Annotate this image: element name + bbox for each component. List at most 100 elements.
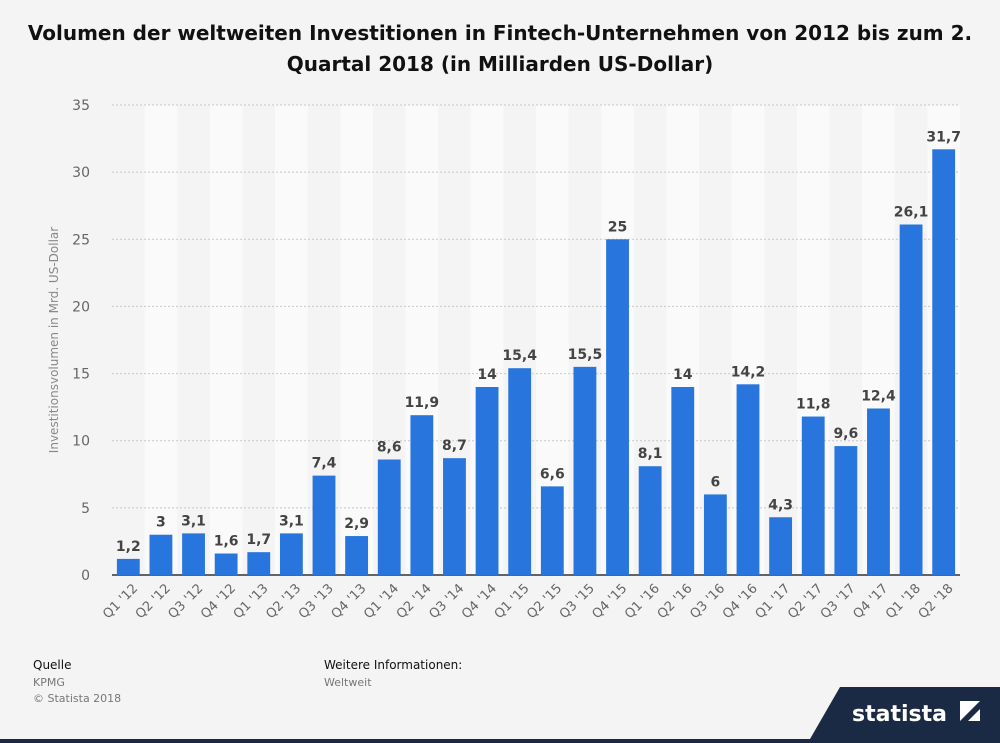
data-label: 26,1 — [894, 205, 929, 221]
x-tick-label: Q4 '14 — [459, 581, 500, 622]
x-tick-label: Q4 '12 — [198, 581, 239, 622]
bar[interactable] — [769, 517, 793, 575]
y-tick-label: 15 — [72, 367, 90, 383]
bar[interactable] — [345, 536, 369, 575]
column-band — [209, 105, 243, 575]
y-tick-label: 5 — [81, 501, 90, 517]
statista-icon — [960, 701, 980, 721]
data-label: 7,4 — [312, 456, 337, 472]
x-tick-label: Q1 '14 — [361, 581, 402, 622]
source-text[interactable]: KPMG — [33, 676, 65, 689]
data-label: 6 — [711, 474, 721, 490]
data-label: 11,8 — [796, 397, 831, 413]
data-label: 14 — [673, 367, 693, 383]
column-band — [340, 105, 373, 575]
statista-logo[interactable]: statista — [810, 687, 1000, 739]
bar[interactable] — [247, 552, 271, 575]
bar[interactable] — [736, 384, 760, 575]
y-axis-title: Investitionsvolumen in Mrd. US-Dollar — [47, 227, 61, 453]
bar[interactable] — [475, 387, 499, 575]
x-tick-label: Q2 '14 — [394, 581, 435, 622]
data-label: 2,9 — [344, 516, 369, 532]
bar[interactable] — [182, 533, 205, 575]
bar[interactable] — [214, 553, 238, 575]
y-tick-label: 30 — [72, 165, 90, 181]
data-label: 14 — [477, 367, 497, 383]
x-tick-label: Q3 '12 — [166, 581, 207, 622]
bar[interactable] — [606, 239, 629, 576]
x-tick-label: Q4 '17 — [850, 581, 891, 622]
data-label: 6,6 — [540, 466, 565, 482]
bar[interactable] — [312, 475, 336, 575]
column-band — [144, 105, 178, 575]
data-label: 1,6 — [214, 534, 239, 550]
bar[interactable] — [443, 458, 466, 575]
x-tick-label: Q1 '15 — [492, 581, 533, 622]
y-tick-label: 35 — [72, 98, 90, 114]
data-label: 31,7 — [926, 129, 961, 145]
x-tick-label: Q2 '13 — [263, 581, 304, 622]
x-tick-label: Q2 '15 — [524, 581, 565, 622]
data-label: 3,1 — [279, 513, 304, 529]
bar[interactable] — [410, 415, 434, 575]
bar[interactable] — [899, 224, 923, 575]
source-heading: Quelle — [33, 658, 72, 672]
x-tick-label: Q2 '17 — [785, 581, 826, 622]
y-tick-label: 25 — [72, 232, 90, 248]
bar[interactable] — [932, 149, 956, 576]
data-label: 14,2 — [731, 364, 766, 380]
data-label: 1,2 — [116, 539, 141, 555]
data-label: 15,4 — [502, 348, 537, 364]
copyright-text: © Statista 2018 — [33, 692, 122, 705]
data-label: 8,6 — [377, 440, 402, 456]
bar[interactable] — [801, 416, 825, 575]
bar[interactable] — [377, 459, 401, 575]
y-tick-label: 0 — [81, 568, 90, 584]
bar-chart: 0 5 10 15 20 25 30 35 1,2 3 3,1 1,6 1,7 3,1 7,4 2,9 8,6… — [47, 98, 961, 622]
data-label: 12,4 — [861, 388, 896, 404]
bar[interactable] — [638, 466, 662, 575]
x-tick-label: Q1 '18 — [883, 581, 924, 622]
data-label: 4,3 — [768, 497, 793, 513]
bar[interactable] — [540, 486, 564, 575]
bar[interactable] — [671, 387, 695, 575]
bar[interactable] — [279, 533, 303, 575]
bar[interactable] — [116, 558, 140, 575]
x-tick-label: Q3 '13 — [296, 581, 337, 622]
data-label: 25 — [608, 219, 627, 235]
bar[interactable] — [867, 408, 890, 575]
x-tick-label: Q1 '12 — [100, 581, 141, 622]
bar[interactable] — [834, 446, 858, 575]
x-tick-label: Q3 '15 — [557, 581, 598, 622]
bar[interactable] — [703, 494, 727, 575]
x-tick-label: Q2 '18 — [916, 581, 957, 622]
x-tick-label: Q4 '13 — [329, 581, 370, 622]
bar[interactable] — [573, 366, 597, 575]
x-tick-label: Q3 '16 — [687, 581, 728, 622]
info-heading: Weitere Informationen: — [324, 658, 463, 672]
statista-wordmark: statista — [852, 702, 947, 727]
x-tick-label: Q1 '13 — [231, 581, 272, 622]
column-band — [275, 105, 308, 575]
data-label: 1,7 — [246, 532, 271, 548]
x-tick-label: Q2 '16 — [655, 581, 696, 622]
bar[interactable] — [149, 534, 173, 575]
data-label: 9,6 — [833, 426, 858, 442]
bar[interactable] — [508, 368, 532, 575]
y-tick-label: 20 — [72, 299, 90, 315]
info-text: Weltweit — [324, 676, 372, 689]
data-label: 8,1 — [638, 446, 663, 462]
x-tick-label: Q2 '12 — [133, 581, 174, 622]
data-label: 3 — [156, 515, 166, 531]
chart-title: Volumen der weltweiten Investitionen in … — [27, 21, 973, 76]
data-label: 3,1 — [181, 513, 206, 529]
x-tick-label: Q3 '14 — [426, 581, 467, 622]
x-tick-label: Q1 '16 — [622, 581, 663, 622]
x-tick-label: Q1 '17 — [753, 581, 794, 622]
x-tick-label: Q3 '17 — [818, 581, 859, 622]
data-label: 15,5 — [568, 347, 603, 363]
bottom-bar — [0, 739, 1000, 743]
y-tick-label: 10 — [72, 434, 90, 450]
x-tick-label: Q4 '16 — [720, 581, 761, 622]
x-tick-label: Q4 '15 — [590, 581, 631, 622]
